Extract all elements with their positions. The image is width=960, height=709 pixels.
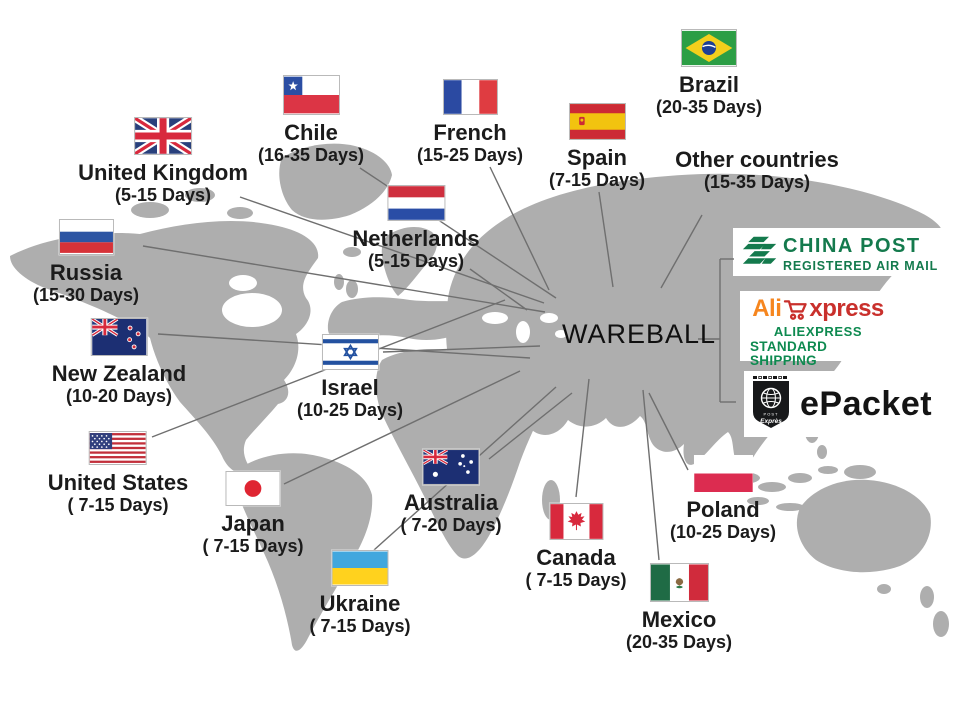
lakes xyxy=(222,275,567,343)
shipping-bracket xyxy=(698,258,736,403)
flag-canada-icon xyxy=(549,503,603,540)
country-israel: Israel (10-25 Days) xyxy=(297,334,403,421)
flag-mexico-icon xyxy=(649,563,709,602)
epacket-logo: POST Exprès ePacket xyxy=(751,376,932,432)
delivery-days: ( 7-20 Days) xyxy=(400,515,502,536)
flag-russia-icon xyxy=(58,219,114,255)
delivery-days: (5-15 Days) xyxy=(114,185,212,206)
delivery-days: ( 7-15 Days) xyxy=(309,616,411,637)
country-name: Russia xyxy=(49,260,123,285)
country-united-kingdom: United Kingdom (5-15 Days) xyxy=(78,117,248,206)
country-name: Japan xyxy=(221,511,285,536)
delivery-days: (20-35 Days) xyxy=(625,632,733,653)
country-name: French xyxy=(433,120,507,145)
delivery-days: (10-25 Days) xyxy=(296,400,404,421)
country-japan: Japan ( 7-15 Days) xyxy=(202,471,304,557)
country-name: Canada xyxy=(536,545,616,570)
delivery-days: ( 7-15 Days) xyxy=(202,536,304,557)
country-chile: Chile (16-35 Days) xyxy=(258,75,364,166)
epacket-title: ePacket xyxy=(800,384,933,423)
delivery-days: ( 7-15 Days) xyxy=(525,570,627,591)
epacket-shield-icon: POST Exprès xyxy=(751,376,791,432)
china-post-emblem-icon xyxy=(742,236,778,268)
delivery-days: (7-15 Days) xyxy=(548,170,646,191)
china-post-logo: CHINA POST REGISTERED AIR MAIL xyxy=(742,236,938,273)
flag-australia-icon xyxy=(422,449,480,485)
country-french: French (15-25 Days) xyxy=(417,79,523,166)
country-russia: Russia (15-30 Days) xyxy=(33,219,139,306)
aliexpress-subtitle: STANDARD SHIPPING xyxy=(750,339,828,368)
flag-israel-icon xyxy=(321,334,379,370)
country-name: Ukraine xyxy=(319,591,401,616)
flag-japan-icon xyxy=(225,471,281,506)
aliexpress-logo: Ali xpress ALIEXPRESS STANDARD SHIPPING xyxy=(750,297,886,367)
delivery-days: (5-15 Days) xyxy=(367,251,465,272)
delivery-days: (15-35 Days) xyxy=(703,172,811,193)
origin-label: WAREBALL xyxy=(562,319,717,349)
country-name: Israel xyxy=(321,375,379,400)
country-name: United Kingdom xyxy=(78,160,248,185)
country-spain: Spain (7-15 Days) xyxy=(549,103,645,191)
country-united-states: United States ( 7-15 Days) xyxy=(47,431,189,516)
country-name: Chile xyxy=(284,120,338,145)
country-ukraine: Ukraine ( 7-15 Days) xyxy=(309,550,411,637)
flag-poland-icon xyxy=(693,455,753,492)
flag-chile-icon xyxy=(282,75,340,115)
flag-spain-icon xyxy=(568,103,626,140)
country-name: Brazil xyxy=(679,72,739,97)
shopping-cart-icon xyxy=(783,298,808,321)
flag-ukraine-icon xyxy=(331,550,389,586)
country-name: United States xyxy=(47,470,189,495)
delivery-days: ( 7-15 Days) xyxy=(67,495,169,516)
delivery-days: (15-25 Days) xyxy=(416,145,524,166)
flag-brazil-icon xyxy=(681,29,737,67)
country-poland: Poland (10-25 Days) xyxy=(670,455,776,543)
flag-netherlands-icon xyxy=(387,185,445,221)
country-name: Poland xyxy=(686,497,760,522)
china-post-title: CHINA POST xyxy=(783,235,921,257)
country-australia: Australia ( 7-20 Days) xyxy=(400,449,502,536)
country-name: Mexico xyxy=(641,607,717,632)
aliexpress-title: ALIEXPRESS xyxy=(773,324,863,339)
delivery-days: (15-30 Days) xyxy=(32,285,140,306)
delivery-days: (16-35 Days) xyxy=(257,145,365,166)
delivery-days: (10-20 Days) xyxy=(65,386,173,407)
flag-new-zealand-icon xyxy=(90,318,148,356)
country-name: Australia xyxy=(403,490,499,515)
country-name: Spain xyxy=(567,145,627,170)
flag-united-kingdom-icon xyxy=(134,117,192,155)
flag-united-states-icon xyxy=(89,431,147,465)
country-other-countries: Other countries (15-35 Days) xyxy=(675,148,839,193)
epacket-badge-post-text: POST xyxy=(764,412,779,417)
delivery-days: (10-25 Days) xyxy=(669,522,777,543)
epacket-badge-express-text: Exprès xyxy=(760,418,782,425)
aliexpress-ali-text: Ali xyxy=(752,295,782,322)
flag-france-icon xyxy=(442,79,498,115)
country-netherlands: Netherlands (5-15 Days) xyxy=(352,185,480,272)
aliexpress-xpress-text: xpress xyxy=(809,295,884,322)
country-name: New Zealand xyxy=(51,361,187,386)
country-canada: Canada ( 7-15 Days) xyxy=(525,503,627,591)
country-name: Other countries xyxy=(675,147,839,172)
country-name: Netherlands xyxy=(352,226,480,251)
country-mexico: Mexico (20-35 Days) xyxy=(626,563,732,653)
china-post-subtitle: REGISTERED AIR MAIL xyxy=(783,259,939,273)
country-brazil: Brazil (20-35 Days) xyxy=(656,29,762,118)
country-new-zealand: New Zealand (10-20 Days) xyxy=(52,318,186,407)
delivery-days: (20-35 Days) xyxy=(655,97,763,118)
